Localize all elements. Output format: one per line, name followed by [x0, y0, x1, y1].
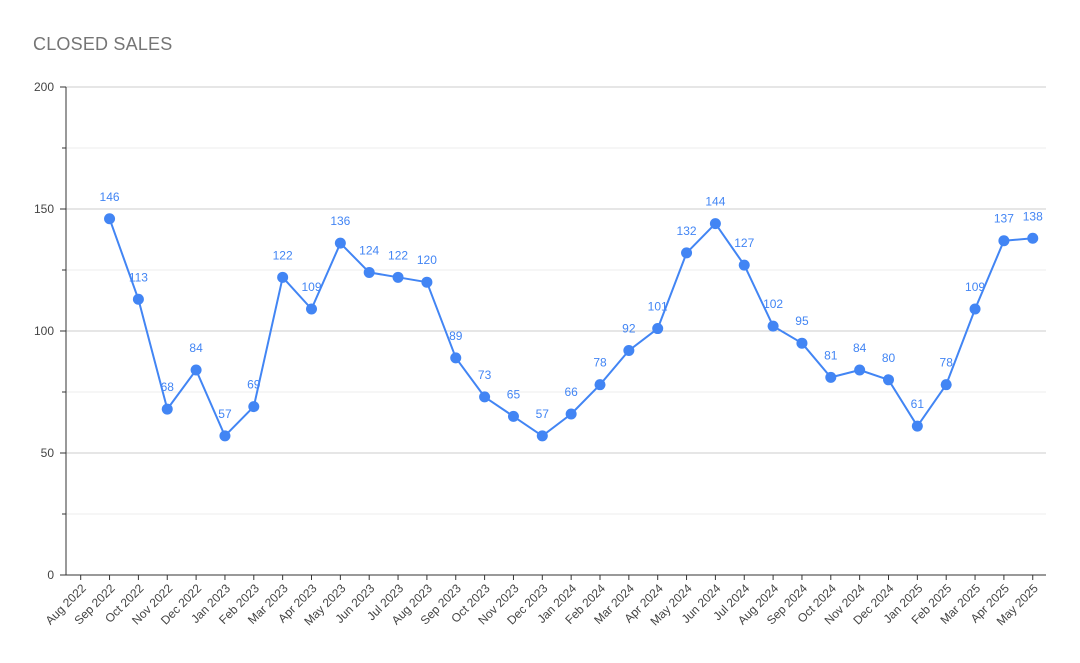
data-point [825, 371, 837, 383]
y-tick-label: 50 [41, 446, 55, 460]
data-label: 61 [911, 397, 925, 411]
data-point [969, 303, 981, 315]
data-label: 65 [507, 387, 521, 401]
data-point [132, 293, 144, 305]
data-label: 78 [940, 356, 954, 370]
data-point [681, 247, 693, 259]
data-label: 113 [129, 270, 148, 284]
data-label: 81 [824, 348, 838, 362]
data-label: 95 [795, 314, 809, 328]
data-label: 120 [417, 253, 437, 267]
data-point [883, 374, 894, 386]
gridlines [66, 86, 1046, 515]
data-label: 89 [449, 329, 463, 343]
data-point [940, 379, 952, 391]
data-point [854, 364, 866, 376]
data-label: 136 [330, 214, 350, 228]
data-point [277, 271, 289, 283]
data-label: 84 [189, 341, 203, 355]
data-label: 144 [705, 195, 725, 209]
data-label: 122 [388, 248, 408, 262]
data-point [507, 410, 519, 422]
data-point [1027, 232, 1039, 244]
data-point [594, 379, 606, 391]
data-point [219, 430, 231, 442]
data-point [738, 259, 750, 271]
data-label: 138 [1023, 209, 1043, 223]
data-label: 73 [478, 368, 492, 382]
y-tick-label: 100 [34, 324, 54, 338]
data-point [104, 213, 116, 225]
data-label: 137 [994, 212, 1014, 226]
data-point [190, 364, 202, 376]
data-point [334, 237, 346, 249]
data-point [450, 352, 462, 364]
chart-title: CLOSED SALES [33, 34, 173, 54]
y-tick-label: 150 [34, 202, 54, 216]
y-tick-label: 200 [34, 80, 54, 94]
data-point [392, 271, 404, 283]
data-point [306, 303, 317, 315]
data-label: 84 [853, 341, 867, 355]
data-point [565, 408, 577, 420]
data-label: 57 [536, 407, 550, 421]
data-label: 80 [882, 351, 896, 365]
data-label: 122 [273, 248, 293, 262]
data-label: 124 [359, 243, 379, 257]
data-label: 57 [218, 407, 232, 421]
data-label: 109 [965, 280, 985, 294]
data-point [479, 391, 491, 403]
series-line [108, 218, 1033, 437]
data-point [911, 420, 923, 432]
data-label: 68 [161, 380, 175, 394]
data-point [536, 430, 548, 442]
data-label: 69 [247, 378, 261, 392]
data-point [248, 401, 260, 413]
data-point [652, 323, 664, 335]
data-label: 101 [648, 300, 668, 314]
data-point [421, 276, 433, 288]
data-label: 66 [564, 385, 578, 399]
data-point [363, 266, 375, 278]
data-point [161, 403, 173, 415]
series-layer [104, 213, 1039, 442]
data-label: 78 [593, 356, 607, 370]
data-point [623, 345, 635, 357]
data-point [998, 235, 1010, 247]
data-label: 146 [100, 190, 120, 204]
data-labels: 146 113 68 84 57 69 122 109 136 124 122 120 89 73 65 57… [100, 190, 1044, 421]
data-label: 132 [677, 224, 697, 238]
data-label: 92 [622, 322, 636, 336]
data-point [767, 320, 779, 332]
y-tick-label: 0 [47, 568, 54, 582]
data-label: 109 [301, 280, 321, 294]
data-point [709, 218, 721, 230]
data-label: 127 [734, 236, 754, 250]
data-point [796, 337, 808, 349]
data-label: 102 [763, 297, 783, 311]
